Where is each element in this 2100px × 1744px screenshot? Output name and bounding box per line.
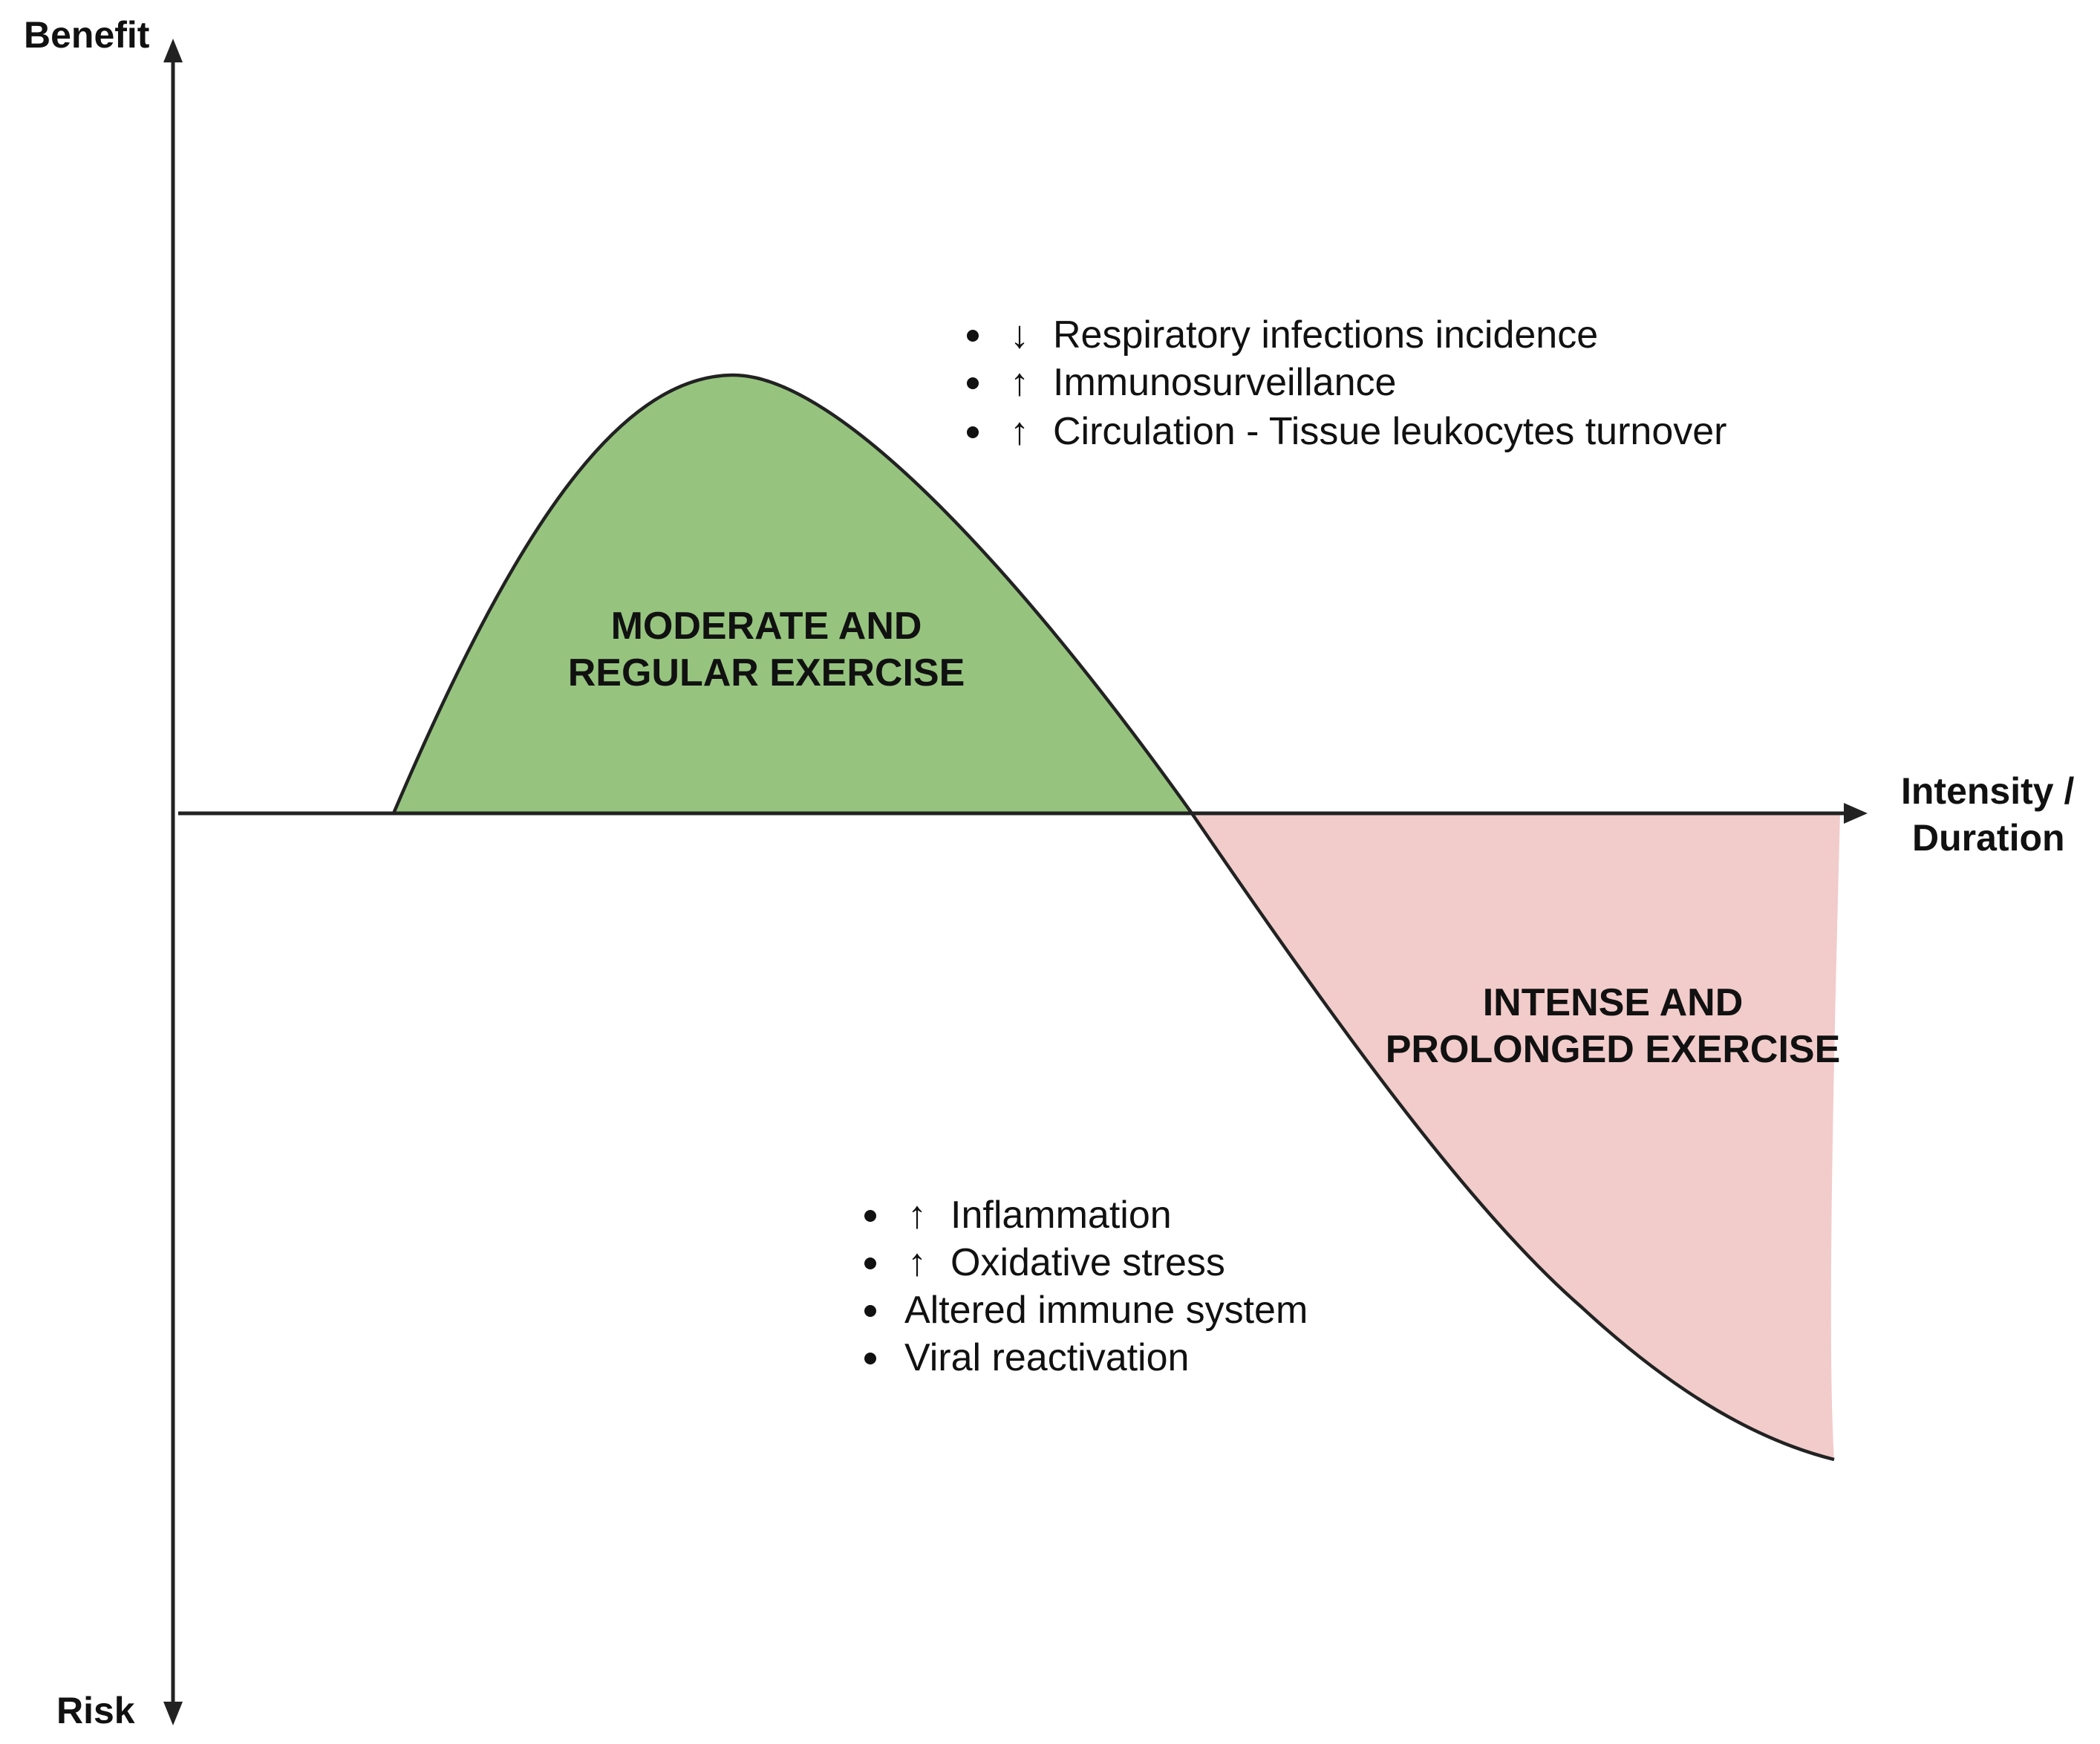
bullet-dot: [864, 1305, 876, 1317]
bullet-dot: [864, 1210, 876, 1222]
list-item: ↑ Oxidative stress: [864, 1241, 1225, 1284]
bullet-dot: [864, 1257, 876, 1269]
benefit-text: Immunosurveillance: [1053, 361, 1396, 404]
risk-arrow: ↑: [907, 1241, 927, 1284]
risks-list: ↑ Inflammation ↑ Oxidative stress Altere…: [864, 1194, 1308, 1379]
bullet-dot: [967, 426, 979, 438]
benefit-arrow: ↑: [1010, 361, 1029, 404]
list-item: ↑ Immunosurveillance: [967, 361, 1396, 404]
moderate-region-label-line2: REGULAR EXERCISE: [568, 651, 965, 694]
risk-text: Altered immune system: [904, 1289, 1308, 1332]
risk-text: Oxidative stress: [950, 1241, 1225, 1284]
benefit-text: Circulation - Tissue leukocytes turnover: [1053, 410, 1727, 453]
moderate-exercise-region: [394, 374, 1192, 813]
list-item: Viral reactivation: [864, 1336, 1189, 1379]
moderate-region-label-line1: MODERATE AND: [611, 605, 922, 648]
benefit-arrow: ↓: [1010, 313, 1029, 357]
risk-text: Inflammation: [950, 1194, 1172, 1237]
intense-exercise-region: [1192, 813, 1840, 1460]
benefit-arrow: ↑: [1010, 410, 1029, 453]
y-axis-bottom-label: Risk: [56, 1690, 135, 1731]
bullet-dot: [864, 1353, 876, 1364]
list-item: ↑ Circulation - Tissue leukocytes turnov…: [967, 410, 1727, 453]
benefit-risk-curve: [391, 373, 1835, 1462]
risk-text: Viral reactivation: [904, 1336, 1189, 1379]
bullet-dot: [967, 377, 979, 389]
risk-arrow: ↑: [907, 1194, 927, 1237]
x-axis-label-line1: Intensity /: [1901, 770, 2074, 812]
y-axis-top-label: Benefit: [24, 14, 150, 56]
y-axis-down-arrowhead: [163, 1702, 183, 1725]
list-item: ↑ Inflammation: [864, 1194, 1172, 1237]
list-item: Altered immune system: [864, 1289, 1308, 1332]
x-axis-right-arrowhead: [1844, 803, 1868, 824]
list-item: ↓ Respiratory infections incidence: [967, 313, 1598, 357]
intense-region-label-line2: PROLONGED EXERCISE: [1386, 1028, 1841, 1071]
x-axis-label-line2: Duration: [1912, 817, 2065, 859]
bullet-dot: [967, 330, 979, 342]
y-axis-up-arrowhead: [163, 39, 183, 62]
benefit-text: Respiratory infections incidence: [1053, 313, 1598, 357]
benefits-list: ↓ Respiratory infections incidence ↑ Imm…: [967, 313, 1727, 453]
intense-region-label-line1: INTENSE AND: [1483, 981, 1744, 1024]
